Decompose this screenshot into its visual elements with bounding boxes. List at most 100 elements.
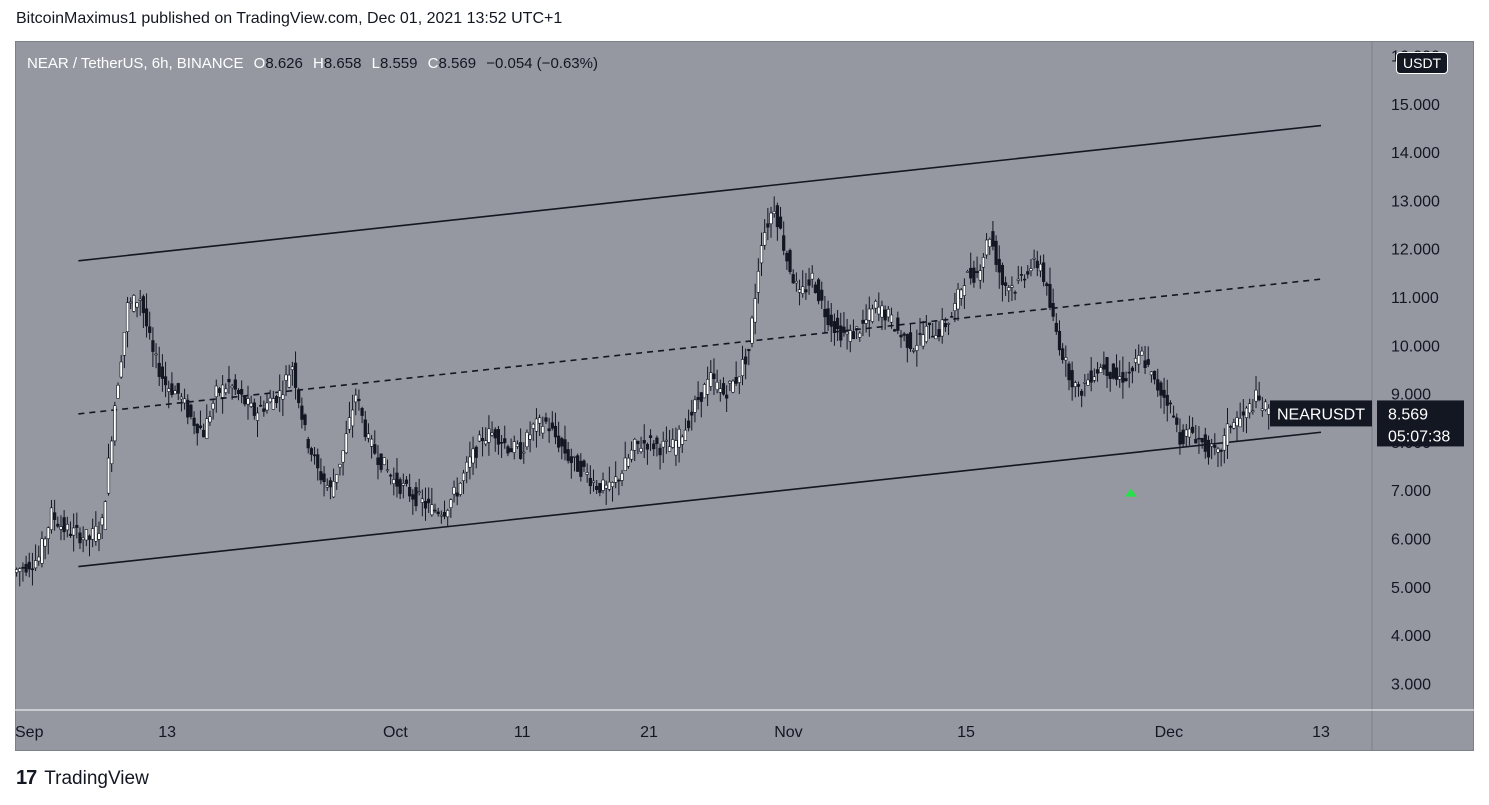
candle xyxy=(75,512,79,539)
symbol-title[interactable]: NEAR / TetherUS, 6h, BINANCE xyxy=(27,55,244,72)
candle-body xyxy=(91,528,95,540)
candle xyxy=(623,441,627,471)
candle xyxy=(1000,262,1005,302)
candle-body xyxy=(1042,262,1046,282)
candle xyxy=(515,440,520,449)
candle-body xyxy=(309,448,313,455)
candle-body xyxy=(553,425,558,438)
candle-body xyxy=(1102,364,1106,370)
candle-body xyxy=(230,385,234,389)
candle xyxy=(335,474,339,490)
candle-body xyxy=(626,457,630,467)
tradingview-logo-icon[interactable]: 17 xyxy=(16,767,37,789)
candle xyxy=(68,521,73,538)
candle-body xyxy=(690,411,694,416)
candle xyxy=(297,387,301,409)
candle xyxy=(173,385,177,395)
candle xyxy=(984,233,989,259)
candle-body xyxy=(430,504,434,516)
candle-body xyxy=(148,326,152,333)
candle xyxy=(747,348,751,366)
candle xyxy=(569,448,573,479)
candle xyxy=(56,516,60,528)
candle-body xyxy=(417,491,421,493)
candle xyxy=(1210,438,1214,460)
candle-body xyxy=(366,433,371,439)
candle xyxy=(1023,274,1027,289)
candle-body xyxy=(1130,367,1134,372)
candle-body xyxy=(287,374,291,388)
candle xyxy=(1118,360,1122,388)
candle-body xyxy=(1146,359,1150,365)
candle-body xyxy=(1111,363,1115,379)
candle xyxy=(709,360,713,391)
candle-body xyxy=(75,524,79,528)
candle xyxy=(912,347,916,354)
candle-body xyxy=(1149,371,1154,376)
candle-body xyxy=(858,332,862,338)
currency-badge[interactable]: USDT xyxy=(1396,52,1449,74)
close-value: 8.569 xyxy=(438,55,477,72)
channel-lower-line[interactable] xyxy=(78,431,1322,568)
candle xyxy=(620,470,624,487)
candle xyxy=(309,446,313,462)
candle-body xyxy=(103,501,107,530)
candle xyxy=(734,361,738,387)
candle xyxy=(487,415,491,456)
candle xyxy=(1051,288,1055,322)
candle-body xyxy=(135,302,139,308)
candle-body xyxy=(297,389,301,404)
candle xyxy=(823,295,827,333)
candle-body xyxy=(461,472,466,481)
candle xyxy=(303,413,307,431)
candle xyxy=(639,436,643,454)
candle-body xyxy=(652,443,656,450)
candle xyxy=(648,429,653,451)
candle-body xyxy=(918,333,922,335)
footer: 17 TradingView xyxy=(16,767,149,790)
candle-body xyxy=(274,396,279,404)
candle xyxy=(316,448,320,481)
price-chart[interactable]: 3.0004.0005.0006.0007.0008.0009.00010.00… xyxy=(15,41,1474,751)
candle-body xyxy=(1200,437,1204,443)
candle-body xyxy=(1171,415,1176,418)
candle-body xyxy=(1187,428,1192,438)
candle xyxy=(1089,357,1093,392)
candle-body xyxy=(449,499,453,508)
candle xyxy=(788,248,792,275)
candle-body xyxy=(706,379,710,395)
candle xyxy=(100,513,104,539)
candle xyxy=(192,411,196,435)
candle xyxy=(1241,399,1245,432)
candle-body xyxy=(912,350,916,352)
candle-body xyxy=(53,512,57,520)
candle-body xyxy=(1105,357,1109,376)
candle xyxy=(357,389,361,411)
candle xyxy=(97,521,101,552)
candle-body xyxy=(1114,367,1119,380)
candle-body xyxy=(170,383,174,395)
candle-body xyxy=(1235,417,1239,427)
candle xyxy=(138,289,142,316)
footer-brand[interactable]: TradingView xyxy=(44,767,149,789)
candle xyxy=(943,317,947,332)
candle xyxy=(1213,433,1217,456)
candle xyxy=(87,534,92,557)
candle-body xyxy=(636,440,640,445)
candle xyxy=(1114,354,1119,386)
candle xyxy=(763,219,767,250)
candle xyxy=(845,318,849,350)
candle-body xyxy=(167,388,171,392)
candle xyxy=(360,406,364,424)
candle xyxy=(576,453,580,472)
channel-upper-line[interactable] xyxy=(78,124,1322,262)
candle xyxy=(246,385,250,420)
chart-area[interactable] xyxy=(15,41,1474,751)
candle xyxy=(1124,371,1128,382)
candle-body xyxy=(610,482,615,487)
candle xyxy=(1007,284,1011,303)
candle xyxy=(572,455,577,472)
candle-body xyxy=(401,483,405,486)
candle-body xyxy=(531,423,535,429)
candle xyxy=(195,423,199,446)
